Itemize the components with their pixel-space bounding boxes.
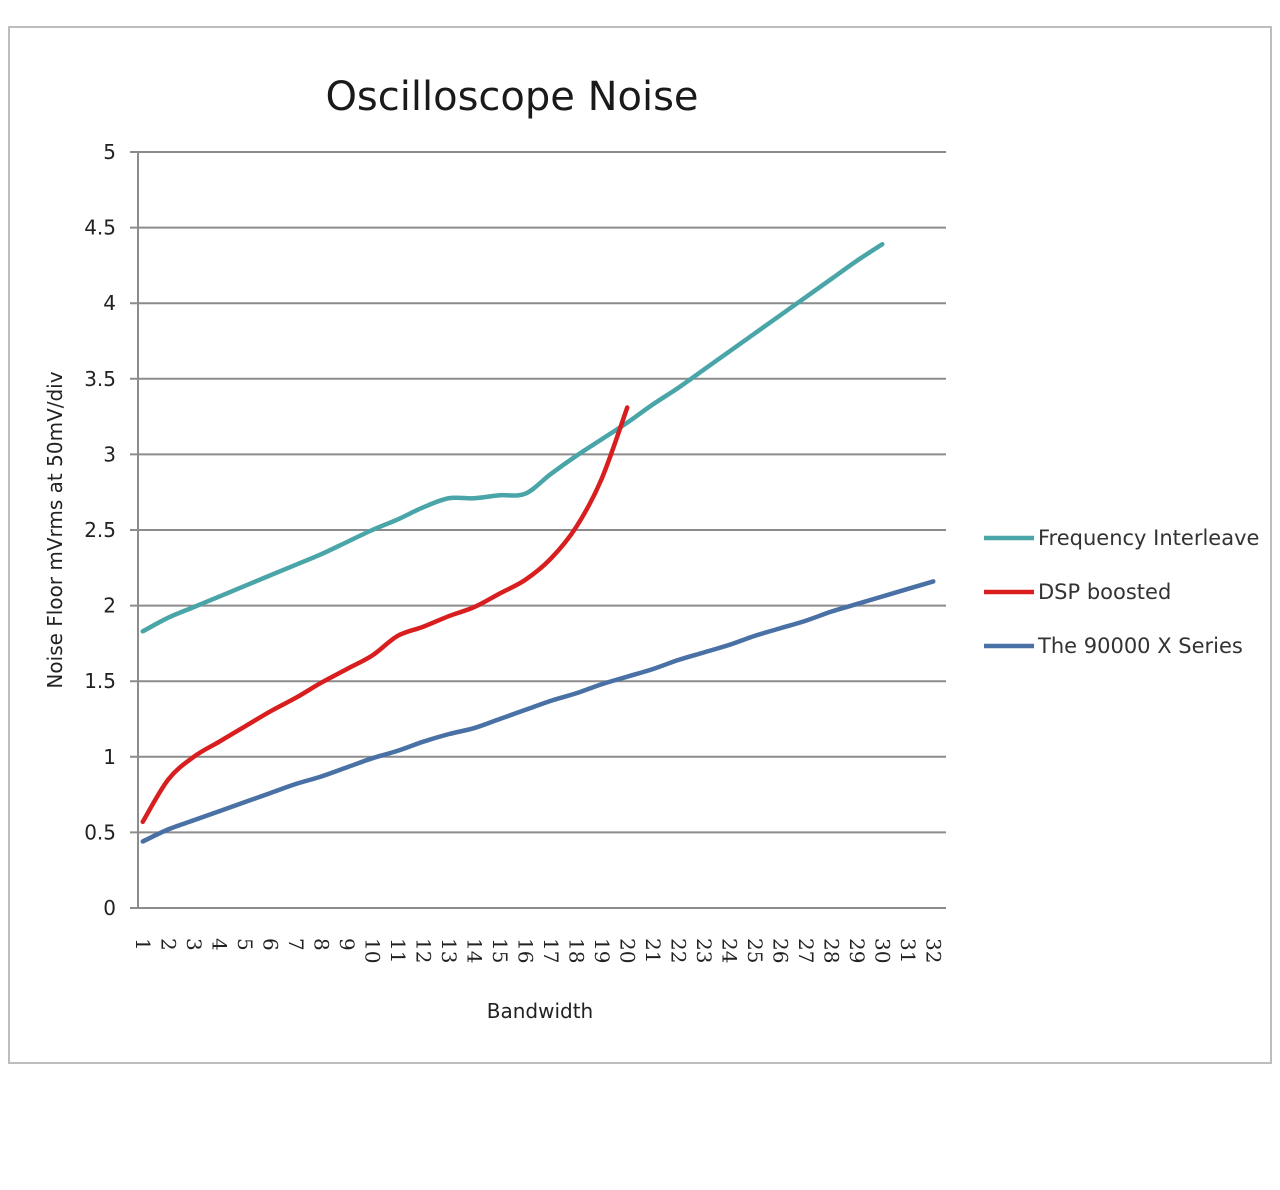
x-tick-label: 7	[284, 938, 308, 951]
x-tick-label: 8	[309, 938, 333, 951]
x-tick-label: 4	[207, 938, 231, 951]
series-lines	[140, 241, 936, 844]
y-tick-label: 1	[103, 745, 116, 769]
x-tick-label: 21	[641, 938, 665, 963]
x-tick-label: 1	[131, 938, 155, 951]
x-tick-label: 23	[692, 938, 716, 963]
gridlines	[130, 151, 946, 909]
legend-label: The 90000 X Series	[1037, 634, 1243, 658]
x-tick-label: 30	[870, 938, 894, 963]
x-tick-label: 2	[156, 938, 180, 951]
x-tick-label: 17	[539, 938, 563, 963]
y-tick-label: 4.5	[84, 216, 116, 240]
y-axis-title: Noise Floor mVrms at 50mV/div	[43, 371, 67, 688]
x-tick-label: 3	[182, 938, 206, 951]
x-axis-ticks: 1 2 3 4 5 6 7 8 9 10 11 12 13 14 15 16 17 18 19 20 21 22 23 24 2…	[131, 938, 946, 963]
x-tick-label: 27	[794, 938, 818, 963]
x-tick-label: 13	[437, 938, 461, 963]
x-tick-label: 14	[462, 938, 486, 963]
legend-label: Frequency Interleave	[1038, 526, 1259, 550]
x-tick-label: 12	[411, 938, 435, 963]
y-tick-label: 2	[103, 594, 116, 618]
legend: Frequency Interleave DSP boosted The 90000…	[984, 526, 1259, 658]
x-tick-label: 25	[743, 938, 767, 963]
x-tick-label: 28	[819, 938, 843, 963]
y-tick-label: 3.5	[84, 367, 116, 391]
x-tick-label: 22	[666, 938, 690, 963]
series-line-0	[140, 241, 885, 634]
x-tick-label: 11	[386, 938, 410, 963]
y-tick-label: 3	[103, 442, 116, 466]
y-tick-label: 4	[103, 291, 116, 315]
chart-frame	[8, 26, 1272, 1064]
chart-title: Oscilloscope Noise	[325, 74, 698, 120]
x-tick-label: 6	[258, 938, 282, 951]
legend-label: DSP boosted	[1038, 580, 1171, 604]
y-tick-label: 2.5	[84, 518, 116, 542]
y-tick-label: 1.5	[84, 669, 116, 693]
x-tick-label: 29	[845, 938, 869, 963]
x-tick-label: 32	[921, 938, 945, 963]
x-tick-label: 18	[564, 938, 588, 963]
x-tick-label: 16	[513, 938, 537, 963]
x-tick-label: 5	[233, 938, 257, 951]
y-tick-label: 0.5	[84, 820, 116, 844]
y-tick-label: 0	[103, 896, 116, 920]
y-tick-label: 5	[103, 140, 116, 164]
x-tick-label: 24	[717, 938, 741, 963]
x-tick-label: 9	[335, 938, 359, 951]
y-axis-ticks: 0 0.5 1 1.5 2 2.5 3 3.5 4 4.5 5	[84, 140, 116, 920]
x-tick-label: 19	[590, 938, 614, 963]
x-tick-label: 20	[615, 938, 639, 963]
x-tick-label: 31	[896, 938, 920, 963]
x-tick-label: 26	[768, 938, 792, 963]
x-tick-label: 10	[360, 938, 384, 963]
x-axis-title: Bandwidth	[487, 999, 593, 1023]
series-line-1	[140, 405, 630, 825]
x-tick-label: 15	[488, 938, 512, 963]
series-line-2	[140, 579, 936, 844]
